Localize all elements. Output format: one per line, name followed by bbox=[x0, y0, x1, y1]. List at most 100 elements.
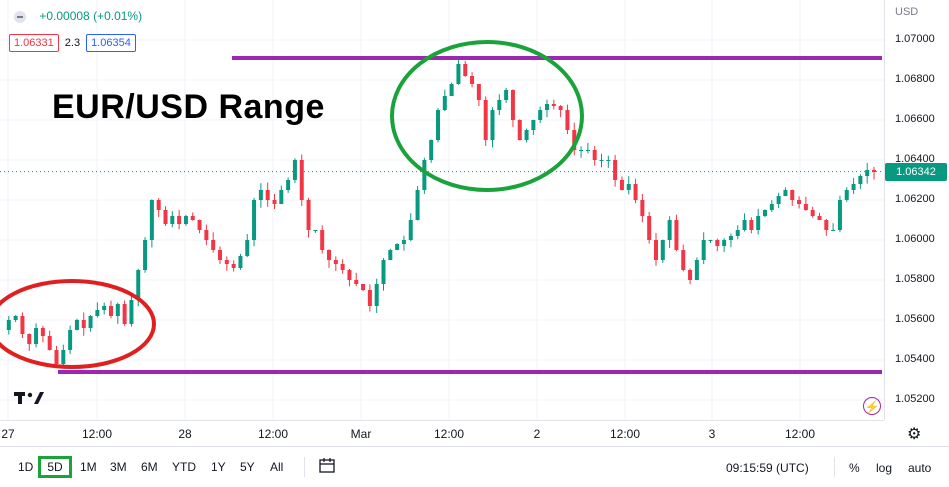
candle-body bbox=[490, 110, 495, 140]
price-tick-label: 1.06800 bbox=[895, 73, 935, 85]
candle-body bbox=[333, 260, 338, 264]
range-button-ytd[interactable]: YTD bbox=[172, 460, 196, 474]
price-tick-label: 1.06400 bbox=[895, 153, 935, 165]
date-range-icon[interactable] bbox=[318, 457, 336, 480]
range-button-1m[interactable]: 1M bbox=[80, 460, 97, 474]
utc-clock[interactable]: 09:15:59 (UTC) bbox=[726, 461, 809, 475]
collapse-legend-button[interactable] bbox=[14, 10, 26, 23]
candle-body bbox=[667, 220, 672, 240]
candle-body bbox=[183, 216, 188, 224]
price-tick-label: 1.06200 bbox=[895, 193, 935, 205]
candle-body bbox=[579, 150, 584, 151]
candle-body bbox=[272, 200, 277, 204]
time-tick-label: 12:00 bbox=[81, 427, 113, 441]
highlight-circle-top[interactable] bbox=[390, 40, 584, 192]
candle-body bbox=[238, 256, 243, 268]
candle-body bbox=[592, 150, 597, 160]
candle-body bbox=[6, 320, 11, 330]
candle-body bbox=[20, 316, 25, 334]
candle-body bbox=[265, 190, 270, 200]
candle-body bbox=[681, 250, 686, 270]
settings-gear-icon[interactable]: ⚙ bbox=[907, 426, 922, 443]
price-tick-label: 1.05800 bbox=[895, 273, 935, 285]
log-toggle[interactable]: log bbox=[876, 461, 893, 475]
candle-body bbox=[429, 140, 434, 160]
percent-toggle[interactable]: % bbox=[849, 461, 860, 475]
candle-body bbox=[374, 284, 379, 306]
candle-body bbox=[401, 240, 406, 244]
candle-body bbox=[279, 190, 284, 204]
candle-body bbox=[728, 236, 733, 240]
time-tick-label: 12:00 bbox=[609, 427, 641, 441]
lightning-icon[interactable]: ⚡ bbox=[863, 397, 881, 415]
candle-body bbox=[415, 190, 420, 220]
candle-body bbox=[463, 64, 468, 76]
range-button-5y[interactable]: 5Y bbox=[240, 460, 255, 474]
price-tick-label: 1.06000 bbox=[895, 233, 935, 245]
candle-body bbox=[674, 220, 679, 250]
candle-body bbox=[361, 284, 366, 290]
candle-body bbox=[109, 306, 113, 316]
candle-body bbox=[218, 250, 222, 260]
candle-body bbox=[88, 316, 93, 328]
candle-body bbox=[136, 270, 141, 300]
candle-body bbox=[660, 240, 665, 260]
auto-toggle[interactable]: auto bbox=[908, 461, 932, 475]
candle-body bbox=[483, 100, 488, 140]
candle-body bbox=[558, 106, 563, 110]
axis-currency[interactable]: USD bbox=[895, 6, 919, 18]
range-button-6m[interactable]: 6M bbox=[141, 460, 158, 474]
candle-body bbox=[572, 130, 577, 150]
chart-area[interactable]: +0.00008 (+0.01%) 1.06331 2.3 1.06354 EU… bbox=[0, 0, 885, 420]
candle-body bbox=[354, 280, 359, 284]
price-axis[interactable]: USD 1.07000 1.06800 1.06600 1.06400 1.06200 1… bbox=[885, 0, 949, 420]
candle-body bbox=[585, 150, 590, 151]
candle-body bbox=[551, 104, 556, 106]
time-tick-label: 12:00 bbox=[784, 427, 816, 441]
time-axis[interactable]: 27 12:00 28 12:00 Mar 12:00 2 12:00 3 12:00 bbox=[0, 420, 884, 447]
candle-body bbox=[449, 84, 454, 96]
highlight-circle-bottom[interactable] bbox=[0, 279, 156, 369]
candle-body bbox=[545, 104, 549, 110]
legend: +0.00008 (+0.01%) bbox=[14, 9, 142, 23]
current-price-label: 1.06342 bbox=[885, 162, 947, 181]
candle-body bbox=[837, 200, 842, 230]
candle-body bbox=[252, 200, 257, 240]
candle-body bbox=[715, 240, 720, 246]
candle-body bbox=[797, 200, 802, 204]
candle-body bbox=[817, 216, 822, 220]
time-tick-label: Mar bbox=[350, 427, 372, 441]
candle-body bbox=[156, 200, 161, 210]
candle-body bbox=[143, 240, 148, 270]
candle-body bbox=[442, 96, 447, 110]
candle-body bbox=[769, 204, 774, 210]
candle-body bbox=[115, 304, 120, 316]
range-button-all[interactable]: All bbox=[270, 460, 284, 474]
candle-body bbox=[340, 264, 345, 270]
candle-body bbox=[476, 84, 481, 100]
price-tick-label: 1.06600 bbox=[895, 113, 935, 125]
candle-body bbox=[395, 244, 400, 250]
range-button-1d[interactable]: 1D bbox=[18, 460, 34, 474]
range-button-1y[interactable]: 1Y bbox=[211, 460, 226, 474]
ask-price[interactable]: 1.06354 bbox=[86, 34, 136, 52]
price-change: +0.00008 (+0.01%) bbox=[39, 9, 143, 23]
candle-body bbox=[149, 200, 154, 240]
candle-body bbox=[211, 240, 216, 250]
price-chart[interactable] bbox=[0, 0, 884, 420]
candle-body bbox=[633, 184, 638, 200]
candle-body bbox=[783, 190, 788, 196]
candle-body bbox=[749, 220, 754, 230]
candle-body bbox=[68, 330, 73, 350]
candle-body bbox=[408, 220, 413, 240]
candle-body bbox=[422, 160, 427, 190]
bid-price[interactable]: 1.06331 bbox=[9, 34, 59, 52]
candle-body bbox=[858, 176, 863, 184]
candle-body bbox=[102, 306, 107, 310]
candle-body bbox=[381, 260, 386, 284]
candle-body bbox=[688, 270, 693, 280]
range-button-5d[interactable]: 5D bbox=[38, 456, 72, 478]
candle-body bbox=[436, 110, 440, 140]
range-button-3m[interactable]: 3M bbox=[110, 460, 127, 474]
candle-body bbox=[456, 64, 461, 84]
